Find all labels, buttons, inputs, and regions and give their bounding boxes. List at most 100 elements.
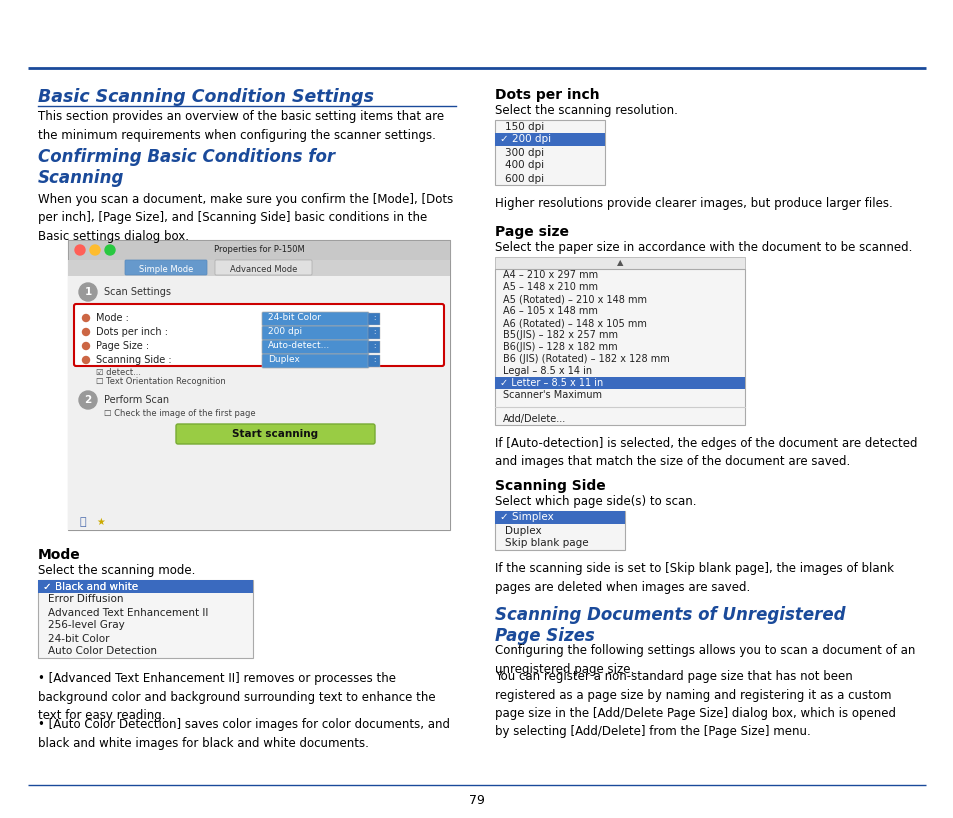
Text: Scanner's Maximum: Scanner's Maximum — [502, 390, 601, 400]
Text: Higher resolutions provide clearer images, but produce larger files.: Higher resolutions provide clearer image… — [495, 197, 892, 210]
Text: Advanced Text Enhancement II: Advanced Text Enhancement II — [48, 608, 208, 618]
Bar — [495, 257, 744, 269]
Text: 79: 79 — [469, 793, 484, 807]
Text: B5(JIS) – 182 x 257 mm: B5(JIS) – 182 x 257 mm — [502, 330, 618, 340]
Text: :: : — [373, 357, 375, 363]
Text: Select the paper size in accordance with the document to be scanned.: Select the paper size in accordance with… — [495, 241, 911, 254]
Text: If the scanning side is set to [Skip blank page], the images of blank
pages are : If the scanning side is set to [Skip bla… — [495, 562, 893, 594]
Text: :: : — [373, 315, 375, 321]
Text: ✓ 200 dpi: ✓ 200 dpi — [499, 134, 551, 145]
Text: A5 – 148 x 210 mm: A5 – 148 x 210 mm — [502, 282, 598, 292]
Bar — [368, 313, 379, 325]
Text: ✓ Simplex: ✓ Simplex — [499, 513, 553, 523]
Text: Page size: Page size — [495, 225, 568, 239]
Text: Simple Mode: Simple Mode — [139, 264, 193, 273]
Text: Auto Color Detection: Auto Color Detection — [48, 646, 157, 657]
FancyBboxPatch shape — [262, 326, 369, 340]
Text: Basic Scanning Condition Settings: Basic Scanning Condition Settings — [38, 88, 374, 106]
Bar — [368, 327, 379, 339]
Text: ✓ Black and white: ✓ Black and white — [43, 582, 138, 591]
Text: This section provides an overview of the basic setting items that are
the minimu: This section provides an overview of the… — [38, 110, 444, 142]
Text: ▲: ▲ — [616, 258, 622, 267]
Circle shape — [79, 283, 97, 301]
Text: Legal – 8.5 x 14 in: Legal – 8.5 x 14 in — [502, 366, 592, 376]
Text: Mode :: Mode : — [96, 313, 129, 323]
Text: 2: 2 — [84, 395, 91, 405]
Bar — [495, 511, 624, 524]
FancyBboxPatch shape — [175, 424, 375, 444]
Circle shape — [79, 391, 97, 409]
Bar — [68, 260, 450, 276]
Circle shape — [82, 314, 90, 321]
Text: ☐ Text Orientation Recognition: ☐ Text Orientation Recognition — [96, 377, 226, 386]
Text: Duplex: Duplex — [268, 356, 299, 365]
FancyBboxPatch shape — [262, 312, 369, 326]
Bar — [368, 341, 379, 353]
Text: You can register a non-standard page size that has not been
registered as a page: You can register a non-standard page siz… — [495, 670, 895, 739]
FancyBboxPatch shape — [74, 304, 443, 366]
Text: Dots per inch :: Dots per inch : — [96, 327, 168, 337]
FancyBboxPatch shape — [214, 260, 312, 275]
Bar — [495, 120, 604, 185]
Circle shape — [82, 329, 90, 335]
Text: Duplex: Duplex — [504, 525, 541, 536]
Text: Scanning Side: Scanning Side — [495, 479, 605, 493]
Text: :: : — [373, 329, 375, 335]
Text: A6 – 105 x 148 mm: A6 – 105 x 148 mm — [502, 306, 598, 316]
Bar — [38, 580, 253, 593]
Text: Select the scanning resolution.: Select the scanning resolution. — [495, 104, 678, 117]
Circle shape — [82, 343, 90, 349]
Bar — [495, 269, 744, 425]
Text: 400 dpi: 400 dpi — [504, 160, 543, 170]
Text: 300 dpi: 300 dpi — [504, 147, 543, 158]
Text: Auto-detect...: Auto-detect... — [268, 341, 330, 350]
FancyBboxPatch shape — [125, 260, 207, 275]
Text: Dots per inch: Dots per inch — [495, 88, 599, 102]
Text: 1: 1 — [84, 287, 91, 297]
Bar — [38, 580, 253, 593]
Text: Add/Delete...: Add/Delete... — [502, 414, 566, 424]
Text: A5 (Rotated) – 210 x 148 mm: A5 (Rotated) – 210 x 148 mm — [502, 294, 646, 304]
Text: ☐ Check the image of the first page: ☐ Check the image of the first page — [104, 410, 255, 419]
Text: Advanced Mode: Advanced Mode — [230, 264, 297, 273]
Text: B6(JIS) – 128 x 182 mm: B6(JIS) – 128 x 182 mm — [502, 342, 617, 352]
Text: When you scan a document, make sure you confirm the [Mode], [Dots
per inch], [Pa: When you scan a document, make sure you … — [38, 193, 453, 243]
Text: Scanning Side :: Scanning Side : — [96, 355, 172, 365]
Bar — [68, 276, 450, 530]
Text: ★: ★ — [96, 517, 105, 527]
Text: Skip blank page: Skip blank page — [504, 538, 588, 549]
Text: Scanning Documents of Unregistered
Page Sizes: Scanning Documents of Unregistered Page … — [495, 606, 844, 645]
Text: Select which page side(s) to scan.: Select which page side(s) to scan. — [495, 495, 696, 508]
Circle shape — [82, 357, 90, 363]
Text: :: : — [373, 343, 375, 349]
Text: Mode: Mode — [38, 548, 81, 562]
Text: Select the scanning mode.: Select the scanning mode. — [38, 564, 195, 577]
Text: Scan Settings: Scan Settings — [104, 287, 171, 297]
Circle shape — [105, 245, 115, 255]
Text: A4 – 210 x 297 mm: A4 – 210 x 297 mm — [502, 270, 598, 280]
Text: 200 dpi: 200 dpi — [268, 327, 302, 336]
Text: Configuring the following settings allows you to scan a document of an
unregiste: Configuring the following settings allow… — [495, 644, 915, 676]
Text: Perform Scan: Perform Scan — [104, 395, 169, 405]
Text: 256-level Gray: 256-level Gray — [48, 621, 125, 631]
Text: ✓ Black and white: ✓ Black and white — [43, 582, 138, 591]
Text: 150 dpi: 150 dpi — [504, 122, 543, 132]
Circle shape — [75, 245, 85, 255]
Text: Error Diffusion: Error Diffusion — [48, 595, 123, 605]
FancyBboxPatch shape — [262, 354, 369, 368]
Text: • [Auto Color Detection] saves color images for color documents, and
black and w: • [Auto Color Detection] saves color ima… — [38, 718, 450, 749]
Bar — [38, 580, 253, 658]
Bar — [495, 133, 604, 146]
Circle shape — [90, 245, 100, 255]
Text: A6 (Rotated) – 148 x 105 mm: A6 (Rotated) – 148 x 105 mm — [502, 318, 646, 328]
Text: • [Advanced Text Enhancement II] removes or processes the
background color and b: • [Advanced Text Enhancement II] removes… — [38, 672, 436, 722]
Text: Start scanning: Start scanning — [233, 429, 318, 439]
FancyBboxPatch shape — [262, 340, 369, 354]
Text: 24-bit Color: 24-bit Color — [268, 313, 320, 322]
Text: If [Auto-detection] is selected, the edges of the document are detected
and imag: If [Auto-detection] is selected, the edg… — [495, 437, 917, 469]
Bar — [68, 240, 450, 530]
Text: Properties for P-150M: Properties for P-150M — [213, 245, 304, 254]
Text: B6 (JIS) (Rotated) – 182 x 128 mm: B6 (JIS) (Rotated) – 182 x 128 mm — [502, 354, 669, 364]
Text: Confirming Basic Conditions for
Scanning: Confirming Basic Conditions for Scanning — [38, 148, 335, 187]
Bar — [68, 240, 450, 260]
